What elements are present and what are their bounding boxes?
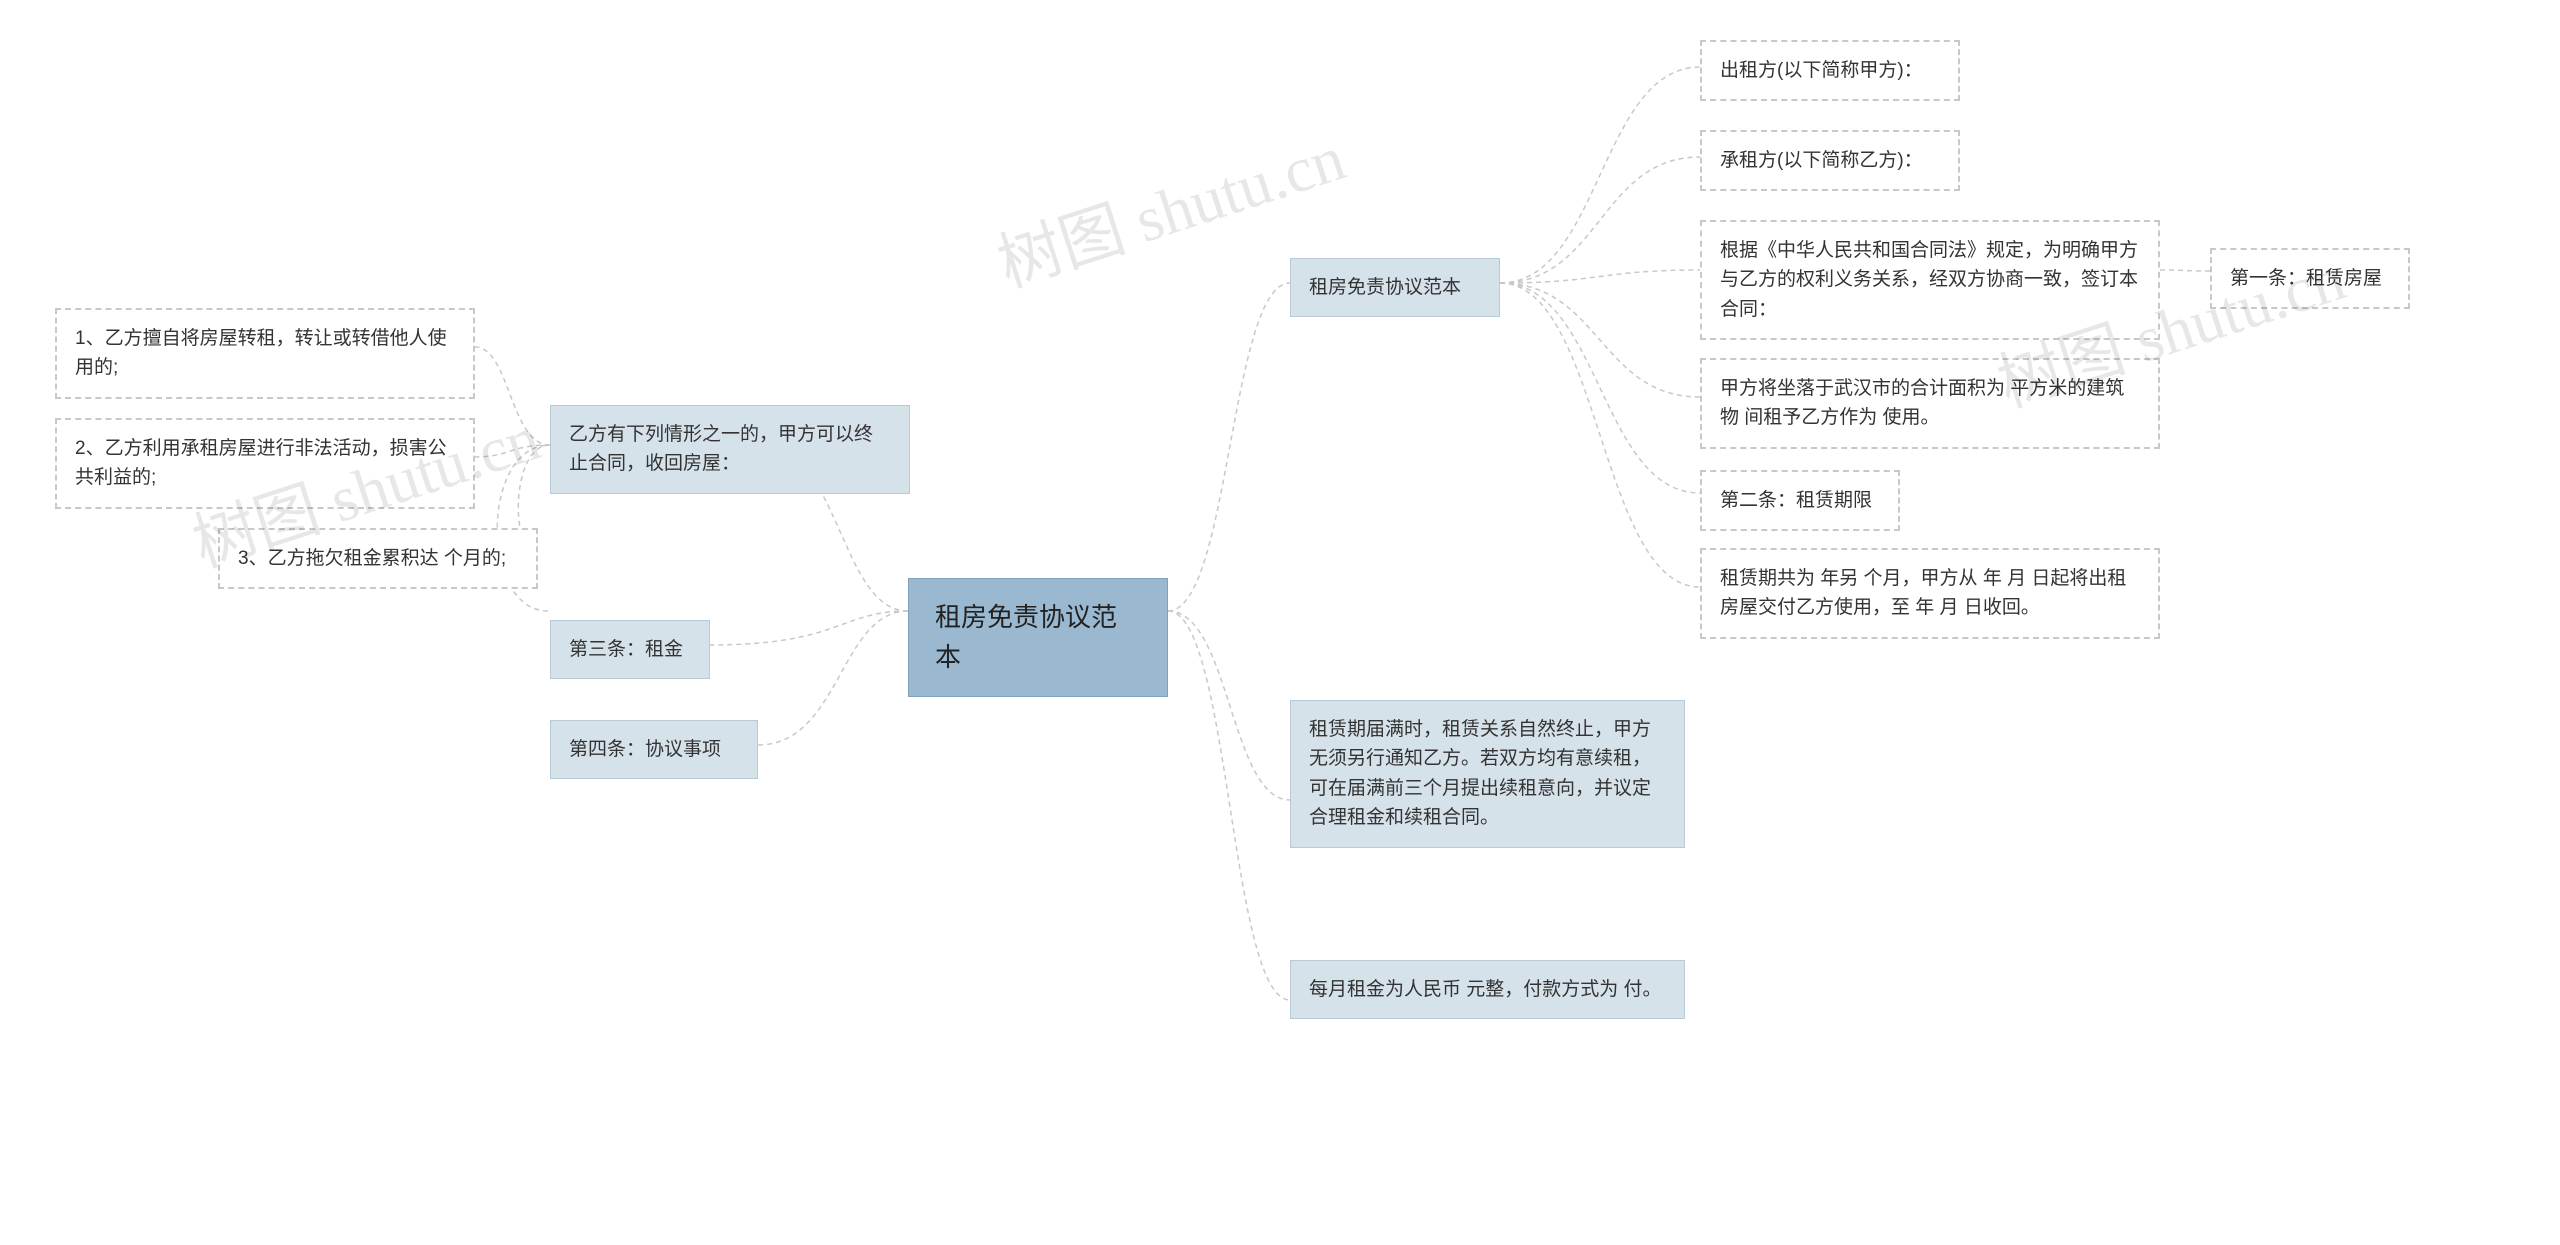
leaf-term2[interactable]: 2、乙方利用承租房屋进行非法活动，损害公共利益的; [55, 418, 475, 509]
branch-rent-amount[interactable]: 每月租金为人民币 元整，付款方式为 付。 [1290, 960, 1685, 1019]
branch-termination[interactable]: 乙方有下列情形之一的，甲方可以终止合同，收回房屋： [550, 405, 910, 494]
leaf-article2[interactable]: 第二条：租赁期限 [1700, 470, 1900, 531]
root-node[interactable]: 租房免责协议范本 [908, 578, 1168, 697]
leaf-lessor[interactable]: 出租方(以下简称甲方)： [1700, 40, 1960, 101]
branch-renewal[interactable]: 租赁期届满时，租赁关系自然终止，甲方无须另行通知乙方。若双方均有意续租，可在届满… [1290, 700, 1685, 848]
branch-article3[interactable]: 第三条：租金 [550, 620, 710, 679]
connectors-layer [0, 0, 2560, 1245]
leaf-lessee[interactable]: 承租方(以下简称乙方)： [1700, 130, 1960, 191]
mindmap-canvas: 租房免责协议范本 租房免责协议范本 出租方(以下简称甲方)： 承租方(以下简称乙… [0, 0, 2560, 1245]
branch-sample[interactable]: 租房免责协议范本 [1290, 258, 1500, 317]
leaf-article1[interactable]: 第一条：租赁房屋 [2210, 248, 2410, 309]
leaf-term1[interactable]: 1、乙方擅自将房屋转租，转让或转借他人使用的; [55, 308, 475, 399]
leaf-preamble[interactable]: 根据《中华人民共和国合同法》规定，为明确甲方与乙方的权利义务关系，经双方协商一致… [1700, 220, 2160, 340]
leaf-term[interactable]: 租赁期共为 年另 个月，甲方从 年 月 日起将出租房屋交付乙方使用，至 年 月 … [1700, 548, 2160, 639]
leaf-property[interactable]: 甲方将坐落于武汉市的合计面积为 平方米的建筑物 间租予乙方作为 使用。 [1700, 358, 2160, 449]
branch-article4[interactable]: 第四条：协议事项 [550, 720, 758, 779]
leaf-term3[interactable]: 3、乙方拖欠租金累积达 个月的; [218, 528, 538, 589]
